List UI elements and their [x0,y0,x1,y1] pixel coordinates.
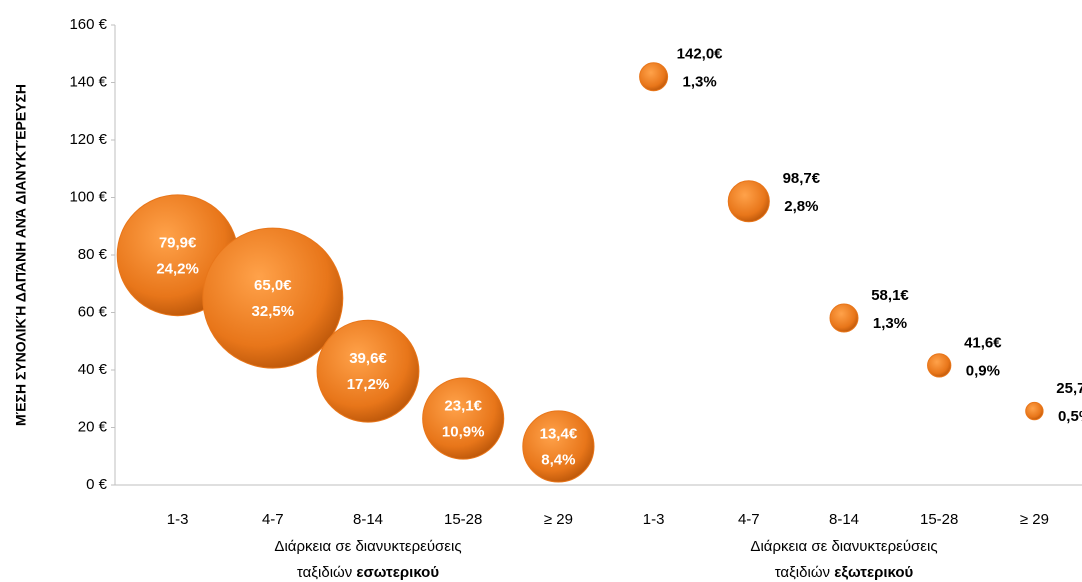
y-tick-label: 160 € [69,16,107,33]
x-tick-label: 8-14 [353,511,383,528]
data-label: 39,6€ [349,350,387,367]
y-tick-label: 80 € [78,246,108,263]
y-tick-label: 40 € [78,361,108,378]
data-label: 25,7€ [1056,380,1082,397]
x-tick-label: 15-28 [920,511,958,528]
bubble [522,410,595,483]
x-tick-label: 4-7 [738,511,760,528]
data-label: 41,6€ [964,334,1002,351]
x-tick-label: ≥ 29 [1020,511,1049,528]
y-tick-label: 140 € [69,73,107,90]
data-label: 23,1€ [444,398,482,415]
x-axis-title: ταξιδιών εσωτερικού [297,564,439,581]
bubble [639,62,669,92]
size-label: 32,5% [252,303,295,320]
bubble [927,353,952,378]
size-label: 24,2% [156,260,199,277]
y-tick-label: 100 € [69,188,107,205]
x-axis-title-part: ταξιδιών [297,564,352,581]
x-tick-label: 1-3 [643,511,665,528]
x-axis-title: Διάρκεια σε διανυκτερεύσεις [750,538,937,555]
y-tick-label: 20 € [78,418,108,435]
x-tick-label: 4-7 [262,511,284,528]
size-label: 17,2% [347,376,390,393]
data-label: 58,1€ [871,287,909,304]
bubble [422,377,505,460]
size-label: 0,5% [1058,408,1082,425]
x-tick-label: 1-3 [167,511,189,528]
x-axis-title-part: ταξιδιών [775,564,830,581]
size-label: 8,4% [541,451,575,468]
x-tick-label: 8-14 [829,511,859,528]
data-label: 79,9€ [159,234,197,251]
y-tick-label: 0 € [86,476,108,493]
x-tick-label: 15-28 [444,511,482,528]
size-label: 0,9% [966,362,1000,379]
x-axis-title: Διάρκεια σε διανυκτερεύσεις [274,538,461,555]
data-label: 13,4€ [540,425,578,442]
x-axis-title-bold: εσωτερικού [356,564,439,581]
bubble [829,303,859,333]
size-label: 1,3% [873,315,907,332]
data-label: 142,0€ [677,46,724,63]
y-axis-label: ΜΈΣΗ ΣΥΝΟΛΙΚΉ ΔΑΠΆΝΗ ΑΝΆ ΔΙΑΝΥΚΤΈΡΕΥΣΗ [13,84,29,426]
bubble [1025,401,1044,421]
size-label: 10,9% [442,424,485,441]
x-axis-title-bold: εξωτερικού [834,564,913,581]
bubble [727,180,770,223]
size-label: 2,8% [784,198,818,215]
bubble [202,227,344,369]
data-label: 98,7€ [783,170,821,187]
data-label: 65,0€ [254,277,292,294]
x-tick-label: ≥ 29 [544,511,573,528]
y-tick-label: 60 € [78,303,108,320]
size-label: 1,3% [682,74,716,91]
x-axis-title: ταξιδιών εξωτερικού [775,564,914,581]
bubble [316,319,420,423]
y-tick-label: 120 € [69,131,107,148]
